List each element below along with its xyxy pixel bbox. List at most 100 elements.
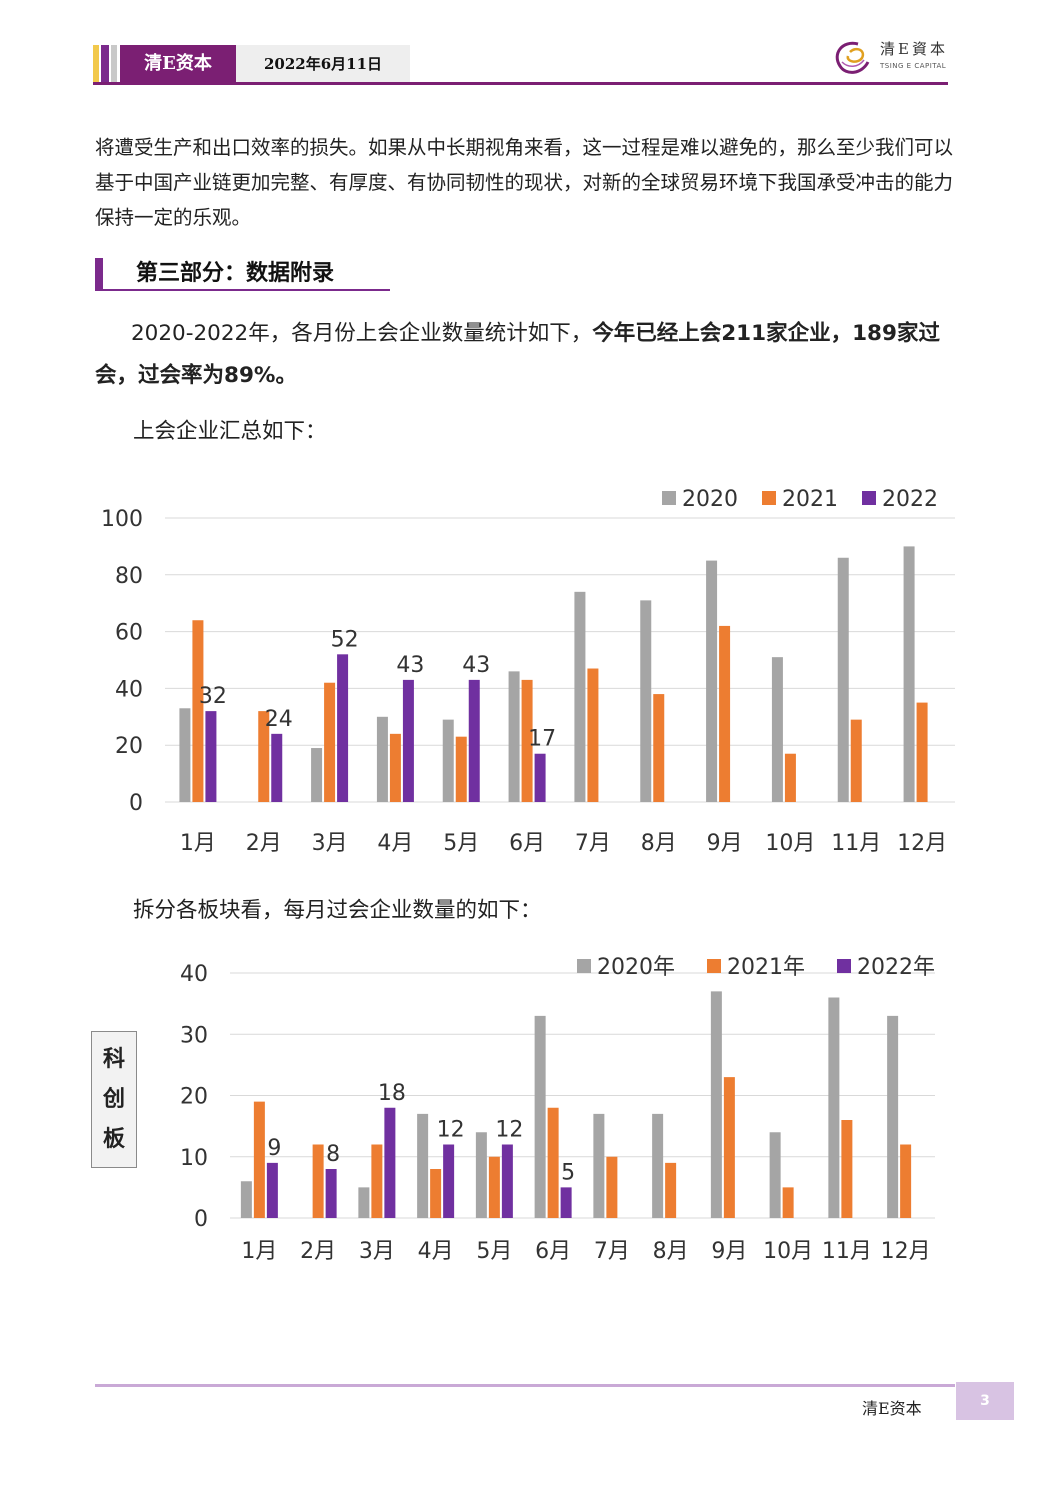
bar-2020年 <box>240 1181 252 1218</box>
logo-english-text: TSING E CAPITAL <box>880 62 947 70</box>
x-tick-label: 1月 <box>180 831 216 856</box>
bar-2020 <box>903 546 915 802</box>
x-tick-label: 5月 <box>443 831 479 856</box>
x-tick-label: 12月 <box>897 831 947 856</box>
legend-swatch <box>707 959 721 973</box>
bar-2021年 <box>841 1120 853 1218</box>
x-tick-label: 8月 <box>653 1239 689 1264</box>
y-tick-label: 0 <box>194 1207 208 1232</box>
data-label: 24 <box>265 707 293 732</box>
bar-2022 <box>534 753 546 802</box>
data-label: 12 <box>495 1118 523 1143</box>
legend-label: 2022年 <box>857 955 935 980</box>
x-tick-label: 8月 <box>641 831 677 856</box>
bar-2021 <box>587 668 599 802</box>
x-tick-label: 9月 <box>707 831 743 856</box>
legend-swatch <box>837 959 851 973</box>
header-brand: 清E资本 <box>120 45 236 83</box>
legend-swatch <box>862 491 876 505</box>
header-accent-gray <box>111 45 117 83</box>
section-underline <box>95 289 390 291</box>
bar-2022年 <box>560 1187 572 1218</box>
header-date: 2022年6月11日 <box>236 45 410 83</box>
header-accent-yellow <box>93 45 99 83</box>
bar-2021年 <box>253 1101 265 1218</box>
x-tick-label: 10月 <box>765 831 815 856</box>
bar-2022 <box>402 679 414 802</box>
bar-2021年 <box>430 1169 442 1218</box>
y-tick-label: 40 <box>180 962 208 987</box>
legend-swatch <box>577 959 591 973</box>
bar-2021年 <box>606 1156 618 1218</box>
data-label: 43 <box>396 653 424 678</box>
x-tick-label: 7月 <box>594 1239 630 1264</box>
bar-2020年 <box>769 1132 781 1218</box>
bar-2020 <box>508 671 520 802</box>
bar-2020 <box>376 716 388 802</box>
bar-2021 <box>916 702 928 802</box>
x-tick-label: 11月 <box>831 831 881 856</box>
bar-2020 <box>574 591 586 802</box>
legend-swatch <box>662 491 676 505</box>
x-tick-label: 2月 <box>300 1239 336 1264</box>
data-label: 32 <box>199 684 227 709</box>
bar-2021 <box>389 733 401 802</box>
bar-2020 <box>442 719 454 802</box>
chart-meeting-companies: 0 20 40 60 80 100 1月 32 2月 24 3月 52 4月 43 5月 43 6月 17 7月 8月… <box>101 487 955 856</box>
bar-2022年 <box>443 1144 455 1218</box>
data-label: 43 <box>462 653 490 678</box>
bar-2020年 <box>887 1015 899 1218</box>
x-tick-label: 6月 <box>535 1239 571 1264</box>
legend-label: 2020年 <box>597 955 675 980</box>
bar-2020年 <box>358 1187 370 1218</box>
y-tick-label: 30 <box>180 1023 208 1048</box>
x-tick-label: 6月 <box>509 831 545 856</box>
bar-2020年 <box>417 1113 429 1218</box>
y-tick-label: 20 <box>180 1085 208 1110</box>
y-tick-label: 10 <box>180 1146 208 1171</box>
bar-2022年 <box>384 1107 396 1218</box>
legend-label: 2020 <box>682 487 738 512</box>
bar-2022 <box>468 679 480 802</box>
section-title: 第三部分：数据附录 <box>136 261 335 286</box>
y-tick-label: 60 <box>115 621 143 646</box>
bar-2020 <box>640 600 652 802</box>
y-tick-label: 100 <box>101 507 143 532</box>
bar-2020年 <box>593 1113 605 1218</box>
bar-2022 <box>271 733 283 802</box>
bar-2020年 <box>652 1113 664 1218</box>
x-tick-label: 10月 <box>763 1239 813 1264</box>
bar-2021年 <box>547 1107 559 1218</box>
bar-2021 <box>850 719 862 802</box>
bar-2020 <box>837 557 849 802</box>
header-rule <box>93 82 948 85</box>
bar-2022年 <box>501 1144 513 1218</box>
board-label-star-market: 科 创 板 <box>91 1031 137 1168</box>
bar-2021年 <box>782 1187 794 1218</box>
board-label-char-1: 科 <box>102 1046 125 1072</box>
bar-2021 <box>719 625 731 802</box>
data-label: 18 <box>378 1081 406 1106</box>
bar-2021年 <box>488 1156 500 1218</box>
y-tick-label: 0 <box>129 791 143 816</box>
data-label: 52 <box>331 627 359 652</box>
page-number: 3 <box>956 1382 1014 1420</box>
x-tick-label: 3月 <box>359 1239 395 1264</box>
x-tick-label: 2月 <box>246 831 282 856</box>
bar-2020 <box>311 748 323 802</box>
bar-2022年 <box>325 1169 337 1218</box>
bar-2021 <box>455 736 467 802</box>
company-logo-icon <box>835 41 870 74</box>
section-marker <box>95 258 103 290</box>
data-label: 9 <box>267 1136 281 1161</box>
bar-2020 <box>706 560 718 802</box>
x-tick-label: 7月 <box>575 831 611 856</box>
bar-2021 <box>521 679 533 802</box>
bar-2020 <box>179 708 191 802</box>
bar-2020 <box>771 657 783 802</box>
bar-2021年 <box>665 1162 677 1218</box>
bar-2021 <box>192 620 204 802</box>
data-label: 5 <box>561 1160 575 1185</box>
bar-2022年 <box>266 1162 278 1218</box>
data-label: 17 <box>528 727 556 752</box>
